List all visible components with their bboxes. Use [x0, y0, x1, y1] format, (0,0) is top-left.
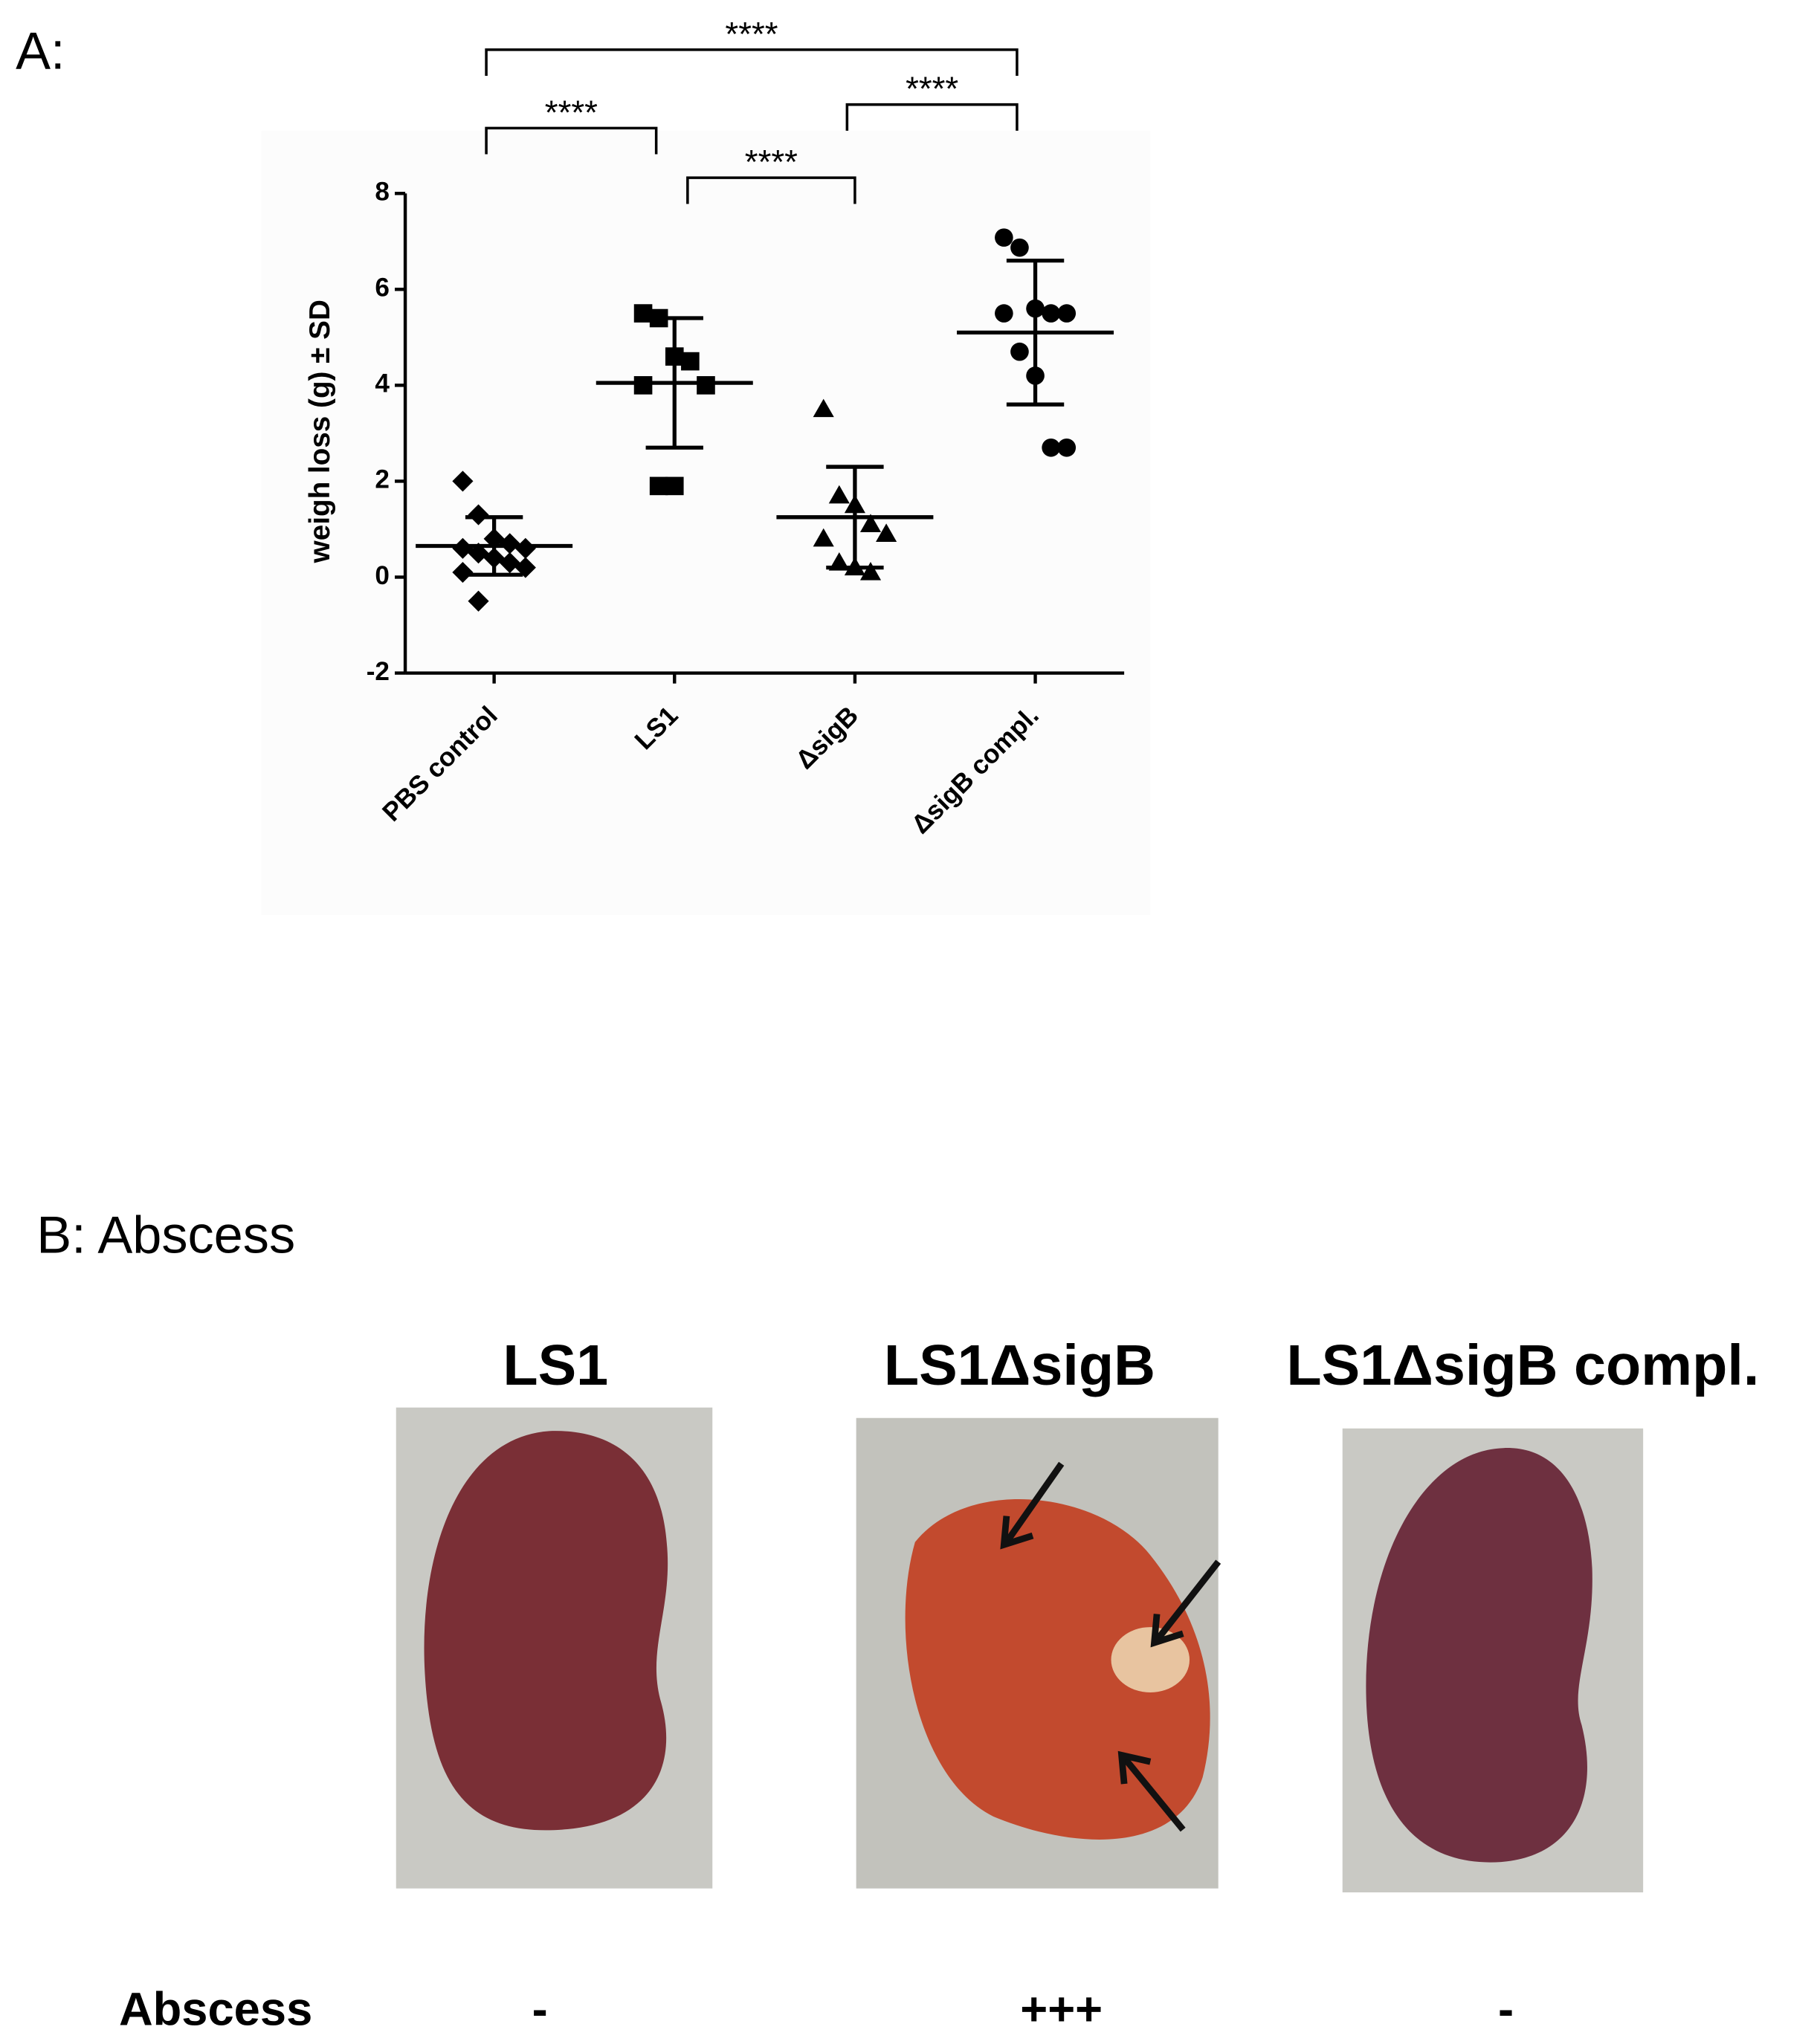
data-point	[665, 476, 684, 496]
significance-bracket	[845, 103, 1019, 131]
data-point	[1057, 304, 1077, 323]
data-point	[514, 557, 536, 578]
data-point	[813, 528, 834, 547]
significance-bracket	[485, 48, 1019, 77]
significance-label: ****	[906, 70, 958, 108]
significance-label: ****	[745, 143, 798, 181]
data-point	[514, 537, 536, 559]
data-point	[995, 228, 1013, 247]
data-point	[1010, 342, 1029, 361]
photo-title: LS1ΔsigB	[884, 1333, 1155, 1397]
row-label: Abscess	[119, 1983, 312, 2035]
data-point	[1042, 304, 1060, 323]
photo-title: LS1	[503, 1333, 608, 1397]
data-point	[859, 514, 882, 533]
photo	[396, 1407, 713, 1889]
plot-background	[261, 130, 1151, 915]
abscess-score: +++	[1020, 1983, 1103, 2035]
y-tick-label: 2	[375, 465, 390, 494]
y-tick-label: 6	[375, 274, 390, 303]
data-point	[499, 552, 520, 574]
data-point	[995, 304, 1013, 323]
y-tick-label: 4	[375, 369, 390, 398]
data-point	[1057, 438, 1077, 457]
photo	[1342, 1428, 1644, 1893]
data-point	[633, 376, 653, 395]
panel-label: A:	[16, 21, 65, 80]
data-point	[452, 537, 474, 559]
photo	[856, 1417, 1221, 1889]
panel-label: B: Abscess	[36, 1205, 295, 1264]
significance-bracket	[686, 176, 856, 204]
y-tick-label: -2	[367, 657, 390, 686]
data-point	[813, 398, 834, 418]
y-tick-label: 0	[375, 561, 390, 590]
significance-bracket	[485, 126, 658, 155]
data-point	[697, 376, 715, 395]
abscess-score: -	[1498, 1983, 1514, 2035]
data-point	[649, 476, 668, 496]
data-point	[859, 561, 882, 580]
significance-label: ****	[545, 94, 598, 132]
data-point	[1010, 238, 1029, 257]
data-point	[1042, 438, 1060, 457]
data-point	[681, 352, 700, 371]
y-tick-label: 8	[375, 178, 390, 207]
photo-title: LS1ΔsigB compl.	[1286, 1333, 1759, 1397]
data-point	[828, 485, 850, 504]
y-axis-label: weigh loss (g) ± SD	[304, 300, 336, 563]
significance-label: ****	[725, 15, 778, 53]
abscess-score: -	[532, 1983, 548, 2035]
data-point	[876, 523, 897, 542]
